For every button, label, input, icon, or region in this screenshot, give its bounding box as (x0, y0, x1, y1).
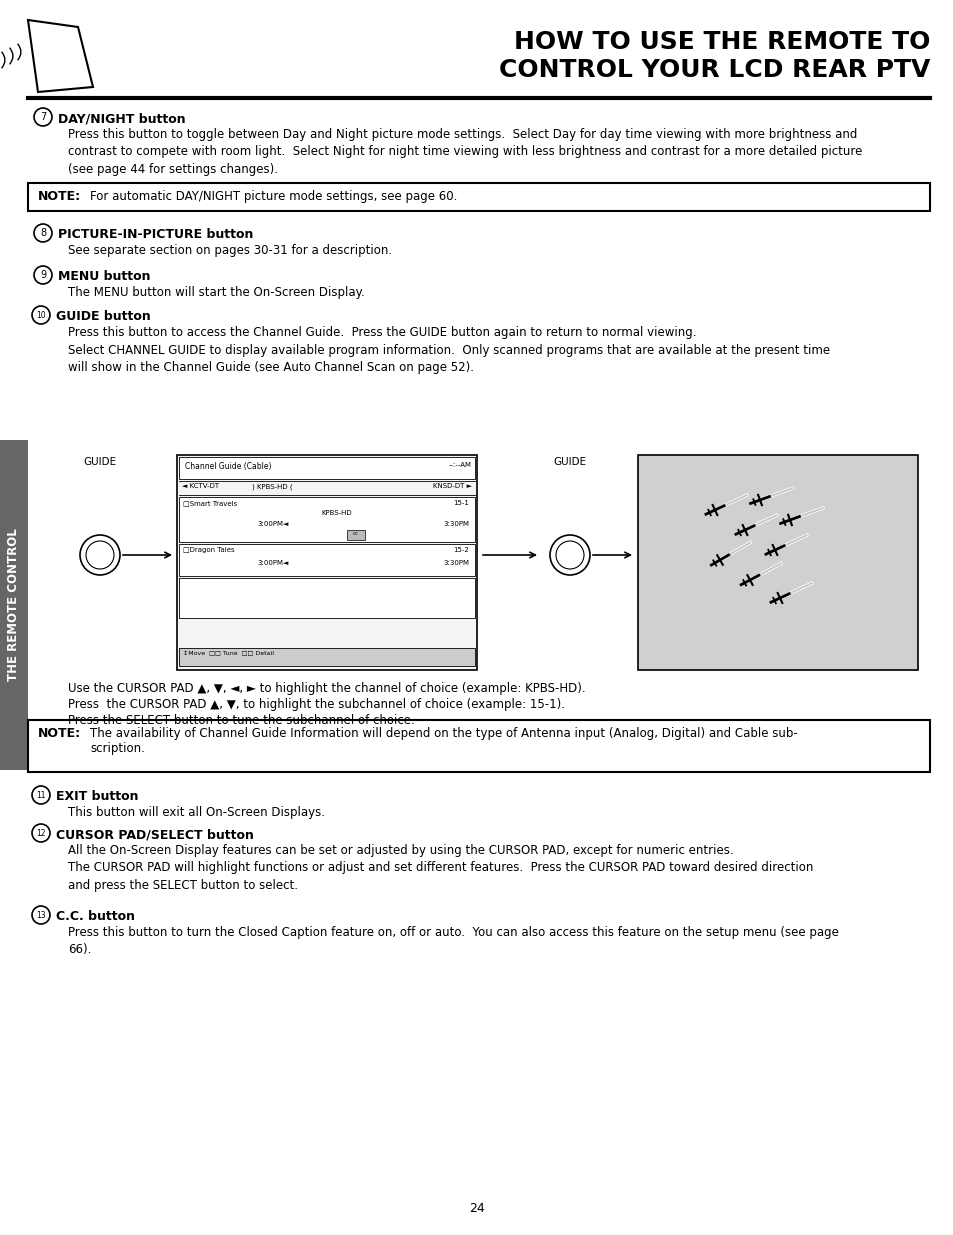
Bar (179, 648, 475, 666)
Text: KNSD-DT ►: KNSD-DT ► (433, 483, 472, 489)
Text: 3:00PM◄: 3:00PM◄ (256, 521, 288, 527)
Text: See separate section on pages 30-31 for a description.: See separate section on pages 30-31 for … (68, 245, 392, 257)
Text: Channel Guide (Cable): Channel Guide (Cable) (185, 462, 272, 471)
Text: All the On-Screen Display features can be set or adjusted by using the CURSOR PA: All the On-Screen Display features can b… (68, 844, 813, 892)
Text: Press this button to turn the Closed Caption feature on, off or auto.  You can a: Press this button to turn the Closed Cap… (68, 926, 838, 956)
Bar (28, 720, 929, 772)
Text: 9: 9 (40, 270, 46, 280)
Text: The MENU button will start the On-Screen Display.: The MENU button will start the On-Screen… (68, 287, 364, 299)
Text: Press this button to toggle between Day and Night picture mode settings.  Select: Press this button to toggle between Day … (68, 128, 862, 177)
Text: 15-1: 15-1 (453, 500, 469, 506)
Text: NOTE:: NOTE: (38, 190, 81, 203)
Text: The availability of Channel Guide Information will depend on the type of Antenna: The availability of Channel Guide Inform… (90, 727, 797, 740)
Text: ↕Move  □□ Tune  □□ Detail: ↕Move □□ Tune □□ Detail (183, 651, 274, 656)
Text: For automatic DAY/NIGHT picture mode settings, see page 60.: For automatic DAY/NIGHT picture mode set… (90, 190, 456, 203)
Text: --:--AM: --:--AM (449, 462, 472, 468)
Bar (347, 530, 365, 540)
Text: C.C. button: C.C. button (56, 910, 135, 923)
Text: cc: cc (353, 531, 358, 536)
Text: Use the CURSOR PAD ▲, ▼, ◄, ► to highlight the channel of choice (example: KPBS-: Use the CURSOR PAD ▲, ▼, ◄, ► to highlig… (68, 682, 585, 695)
Text: 10: 10 (36, 310, 46, 320)
Text: 7: 7 (40, 112, 46, 122)
Text: Press  the CURSOR PAD ▲, ▼, to highlight the subchannel of choice (example: 15-1: Press the CURSOR PAD ▲, ▼, to highlight … (68, 698, 564, 711)
Text: □Smart Travels: □Smart Travels (183, 500, 237, 506)
Bar (638, 454, 917, 671)
Bar (28, 183, 929, 211)
Text: Press the SELECT button to tune the subchannel of choice.: Press the SELECT button to tune the subc… (68, 714, 415, 727)
Text: HOW TO USE THE REMOTE TO: HOW TO USE THE REMOTE TO (513, 30, 929, 54)
Text: DAY/NIGHT button: DAY/NIGHT button (58, 112, 186, 125)
Text: KPBS-HD: KPBS-HD (321, 510, 352, 516)
Text: GUIDE button: GUIDE button (56, 310, 151, 324)
Text: PICTURE-IN-PICTURE button: PICTURE-IN-PICTURE button (58, 228, 253, 241)
Text: ) KPBS-HD (: ) KPBS-HD ( (252, 483, 292, 489)
Text: 3:00PM◄: 3:00PM◄ (256, 559, 288, 566)
Text: Select CHANNEL GUIDE to display available program information.  Only scanned pro: Select CHANNEL GUIDE to display availabl… (68, 345, 829, 374)
Text: 12: 12 (36, 829, 46, 837)
Text: This button will exit all On-Screen Displays.: This button will exit all On-Screen Disp… (68, 806, 325, 819)
Bar (0, 440, 28, 769)
Text: 3:30PM: 3:30PM (442, 521, 469, 527)
Text: CURSOR PAD/SELECT button: CURSOR PAD/SELECT button (56, 827, 253, 841)
Text: scription.: scription. (90, 742, 145, 755)
Text: ◄ KCTV-DT: ◄ KCTV-DT (182, 483, 219, 489)
Text: MENU button: MENU button (58, 270, 151, 283)
Text: 11: 11 (36, 790, 46, 799)
Text: 24: 24 (469, 1202, 484, 1215)
Bar (179, 457, 475, 479)
Bar (179, 543, 475, 576)
Bar (179, 578, 475, 618)
Text: CONTROL YOUR LCD REAR PTV: CONTROL YOUR LCD REAR PTV (498, 58, 929, 82)
Text: □Dragon Tales: □Dragon Tales (183, 547, 234, 553)
Text: 13: 13 (36, 910, 46, 920)
Text: 8: 8 (40, 228, 46, 238)
Bar (179, 496, 475, 542)
Text: GUIDE: GUIDE (553, 457, 586, 467)
Text: 15-2: 15-2 (453, 547, 469, 553)
Text: EXIT button: EXIT button (56, 790, 138, 803)
Bar (177, 454, 476, 671)
Text: Press this button to access the Channel Guide.  Press the GUIDE button again to : Press this button to access the Channel … (68, 326, 696, 338)
Text: 3:30PM: 3:30PM (442, 559, 469, 566)
Text: NOTE:: NOTE: (38, 727, 81, 740)
Text: THE REMOTE CONTROL: THE REMOTE CONTROL (8, 529, 20, 682)
Text: GUIDE: GUIDE (83, 457, 116, 467)
